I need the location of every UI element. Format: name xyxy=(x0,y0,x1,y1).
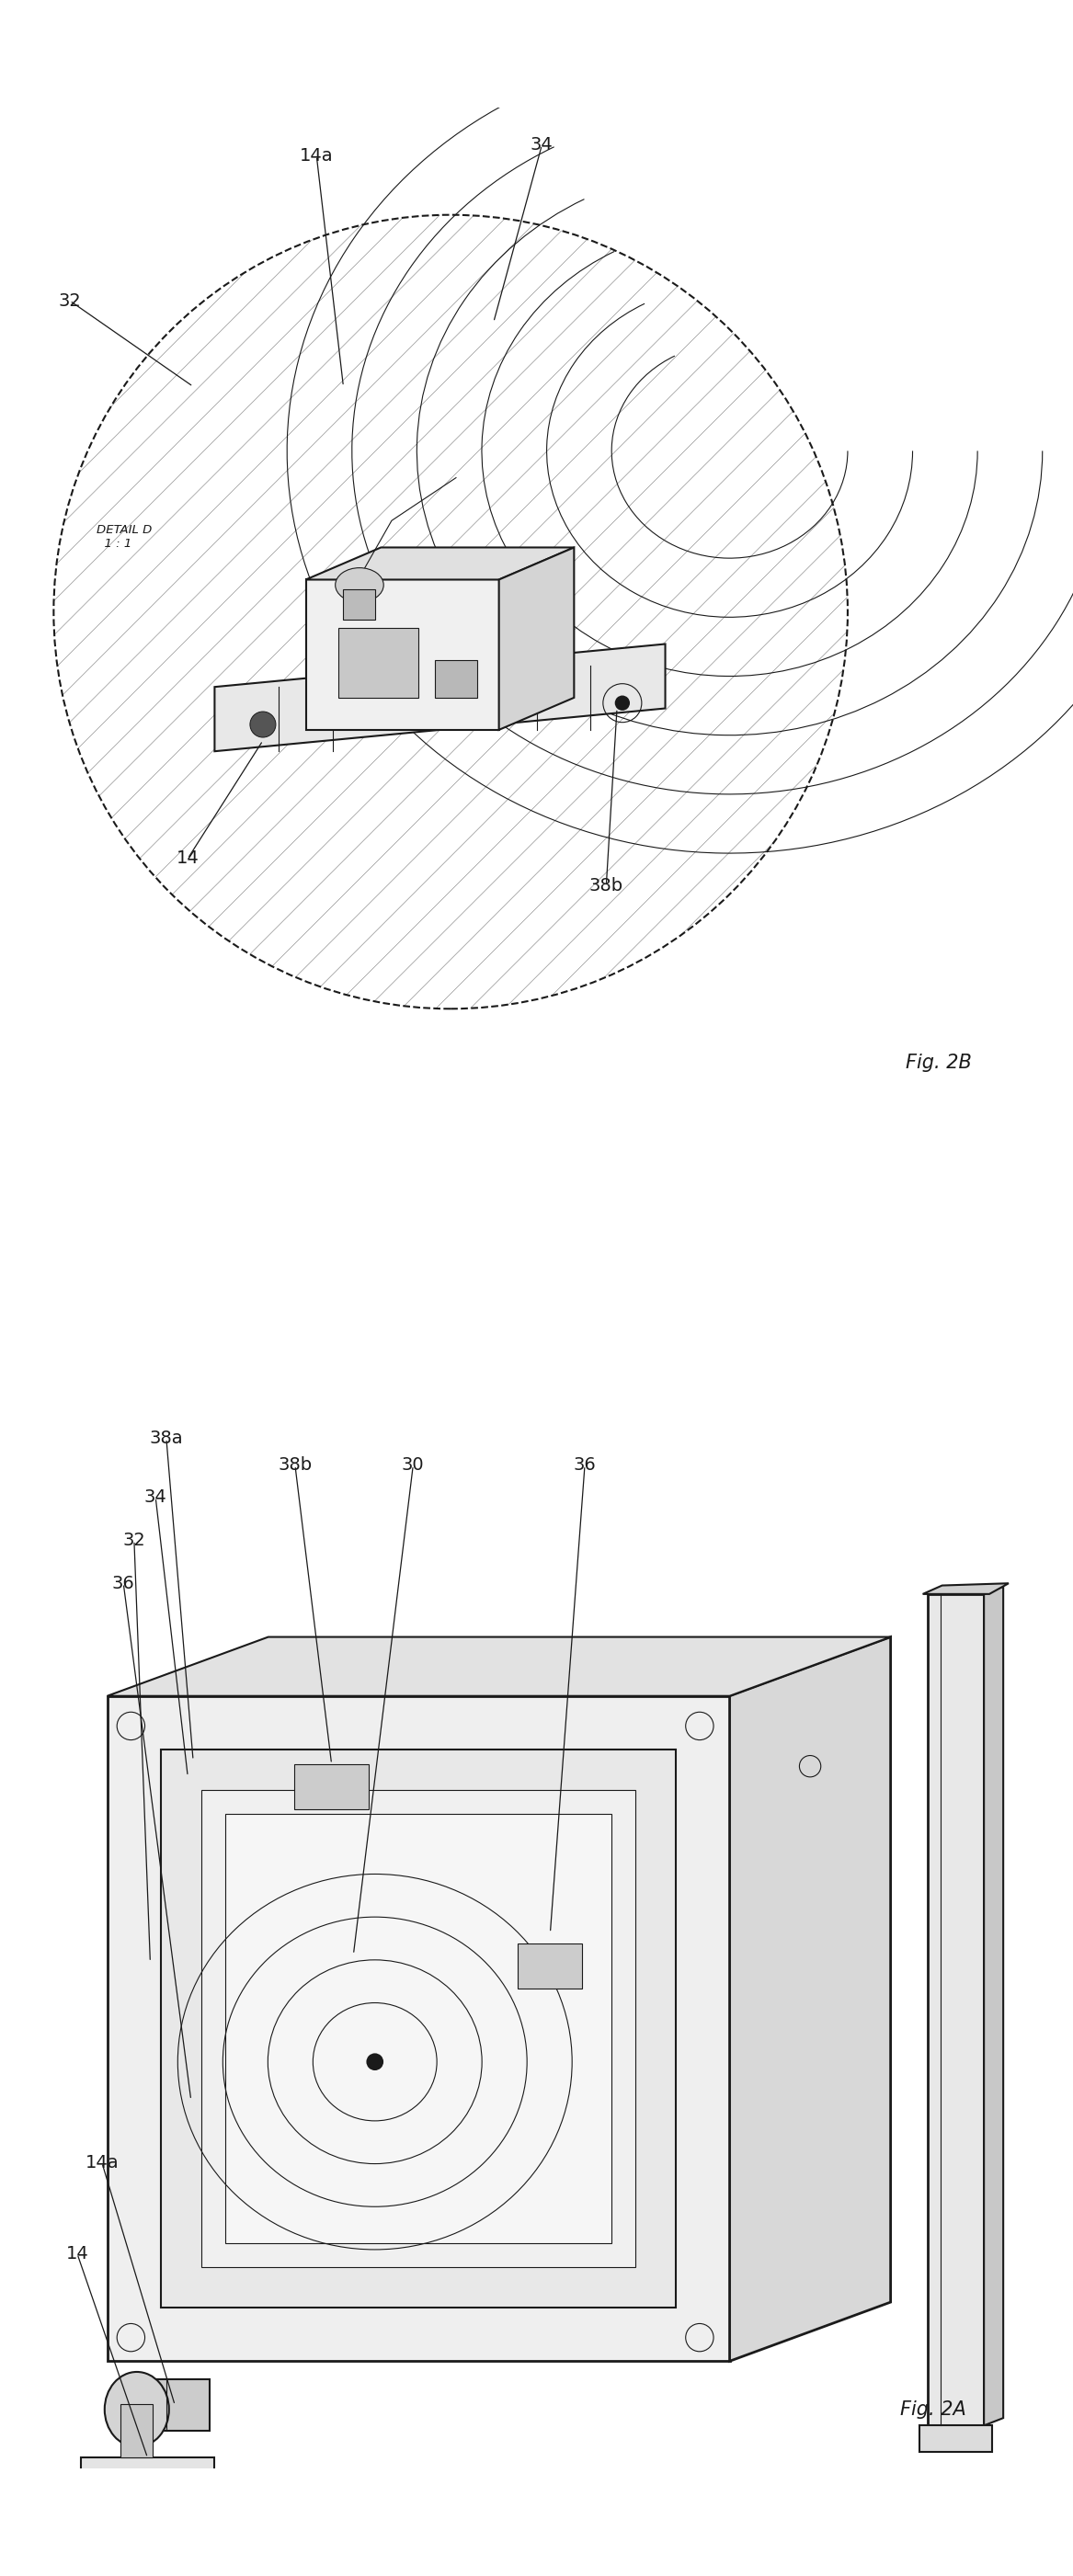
Polygon shape xyxy=(928,1595,984,2427)
Text: 34: 34 xyxy=(144,1489,167,1507)
Polygon shape xyxy=(306,549,574,580)
Text: DETAIL D
  1 : 1: DETAIL D 1 : 1 xyxy=(97,523,152,549)
Ellipse shape xyxy=(336,567,384,603)
Polygon shape xyxy=(730,1636,891,2362)
Polygon shape xyxy=(215,644,665,752)
Text: 32: 32 xyxy=(122,1533,146,1548)
Polygon shape xyxy=(984,1587,1003,2427)
Ellipse shape xyxy=(105,2372,170,2447)
Text: 38b: 38b xyxy=(589,876,623,894)
Polygon shape xyxy=(107,1636,891,1695)
Text: 14: 14 xyxy=(176,850,200,868)
Circle shape xyxy=(615,696,630,711)
Text: 34: 34 xyxy=(530,137,554,155)
Polygon shape xyxy=(294,1765,369,1808)
Bar xyxy=(343,590,376,618)
Polygon shape xyxy=(107,1695,730,2362)
Polygon shape xyxy=(435,659,477,698)
Circle shape xyxy=(366,2053,383,2071)
Text: Fig. 2B: Fig. 2B xyxy=(906,1054,972,1072)
Text: 36: 36 xyxy=(112,1574,135,1592)
Polygon shape xyxy=(499,549,574,729)
Text: 14a: 14a xyxy=(85,2154,119,2172)
Polygon shape xyxy=(80,2458,215,2561)
Text: 32: 32 xyxy=(58,291,82,309)
Text: 38b: 38b xyxy=(278,1455,312,1473)
Polygon shape xyxy=(923,1584,1009,1595)
Polygon shape xyxy=(518,1942,583,1989)
Text: Fig. 2A: Fig. 2A xyxy=(900,2401,967,2419)
Polygon shape xyxy=(202,1790,635,2267)
Polygon shape xyxy=(306,580,499,729)
Text: 36: 36 xyxy=(573,1455,597,1473)
Text: 38a: 38a xyxy=(149,1430,183,1448)
Polygon shape xyxy=(920,2427,993,2452)
Bar xyxy=(120,2403,153,2458)
Circle shape xyxy=(250,711,276,737)
Text: 14a: 14a xyxy=(299,147,334,165)
Text: 30: 30 xyxy=(401,1455,425,1473)
Polygon shape xyxy=(123,2380,209,2432)
Text: 14: 14 xyxy=(65,2246,89,2262)
Polygon shape xyxy=(225,1814,612,2244)
Polygon shape xyxy=(161,1749,676,2308)
Polygon shape xyxy=(338,629,418,698)
